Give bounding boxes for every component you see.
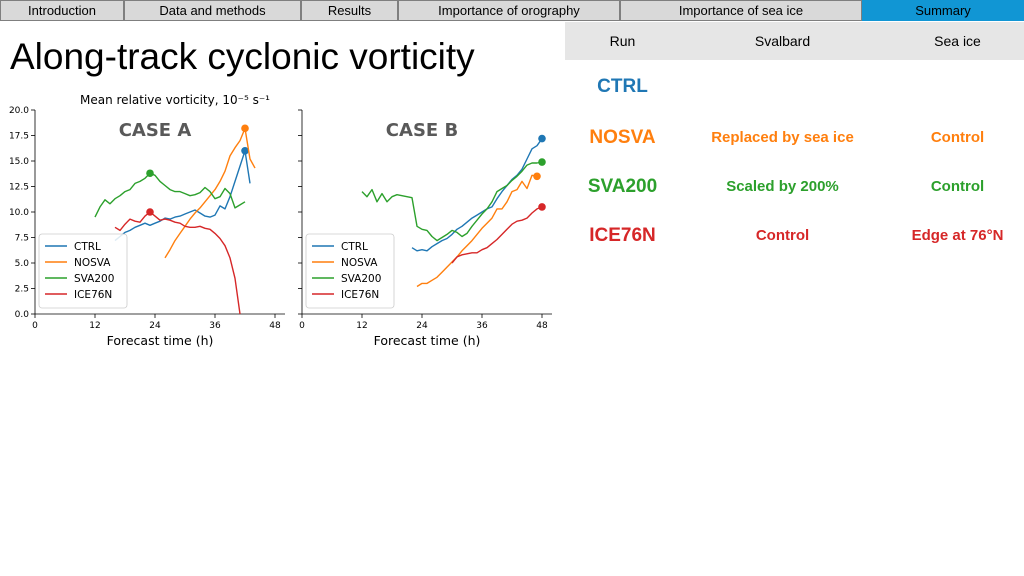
legend-label-sva200: SVA200 — [341, 273, 381, 285]
section-navbar: Introduction Data and methods Results Im… — [0, 0, 1024, 22]
series-line-nosva — [416, 174, 538, 288]
seaice-sva200: Control — [930, 178, 985, 195]
header-run: Run — [609, 33, 636, 49]
tab-importance-of-orography[interactable]: Importance of orography — [398, 0, 620, 21]
x-axis-label: Forecast time (h) — [107, 333, 214, 348]
panel-case-a: 0 12 24 36 48 0.0 2.5 5.0 7.5 10.0 12.5 15.0 17.5 20.… — [9, 106, 285, 348]
y-tick-label: 0.0 — [15, 310, 30, 320]
legend-label-nosva: NOSVA — [74, 257, 111, 269]
y-tick-label: 5.0 — [15, 259, 30, 269]
series-marker-nosva — [533, 172, 541, 181]
series-line-sva200 — [361, 161, 543, 242]
y-tick-label: 20.0 — [9, 106, 29, 116]
series-line-ctrl — [411, 138, 543, 252]
y-tick-label: 10.0 — [9, 208, 29, 218]
panel-case-b: 0 12 24 36 48 Forecast time (h) CASE B CTRL NOSV… — [298, 109, 552, 348]
x-tick-label: 36 — [476, 321, 488, 331]
header-sea-ice: Sea ice — [934, 33, 981, 49]
y-tick-label: 2.5 — [15, 285, 29, 295]
run-ice76n: ICE76N — [589, 225, 656, 246]
svalbard-ice76n: Control — [755, 227, 810, 244]
x-tick-label: 0 — [32, 321, 38, 331]
legend-label-ice76n: ICE76N — [341, 289, 379, 301]
series-line-ice76n — [114, 211, 241, 315]
x-tick-label: 0 — [299, 321, 305, 331]
x-axis-label: Forecast time (h) — [374, 333, 481, 348]
legend-label-ice76n: ICE76N — [74, 289, 112, 301]
tab-summary[interactable]: Summary — [862, 0, 1024, 21]
tab-importance-of-sea-ice[interactable]: Importance of sea ice — [620, 0, 862, 21]
svalbard-nosva: Replaced by sea ice — [711, 129, 854, 146]
vorticity-chart: Mean relative vorticity, 10⁻⁵ s⁻¹ 0 12 24 36… — [9, 93, 552, 348]
chart-suptitle: Mean relative vorticity, 10⁻⁵ s⁻¹ — [80, 93, 270, 107]
tab-results[interactable]: Results — [301, 0, 398, 21]
x-tick-label: 24 — [416, 321, 428, 331]
x-tick-label: 36 — [209, 321, 221, 331]
legend-box — [38, 233, 128, 309]
legend-label-ctrl: CTRL — [341, 241, 368, 253]
series-marker-ctrl — [241, 147, 249, 155]
series-marker-ice76n — [146, 208, 154, 216]
series-marker-sva200 — [538, 158, 546, 166]
series-marker-ice76n — [538, 203, 546, 211]
legend-box — [305, 233, 395, 309]
x-tick-label: 12 — [89, 321, 100, 331]
series-line-ice76n — [451, 206, 543, 264]
seaice-ice76n: Edge at 76°N — [911, 227, 1004, 244]
series-line-sva200 — [94, 172, 246, 218]
run-nosva: NOSVA — [589, 127, 656, 148]
x-tick-label: 24 — [149, 321, 161, 331]
slide-title: Along-track cyclonic vorticity — [10, 36, 475, 77]
seaice-nosva: Control — [930, 129, 985, 146]
x-tick-label: 12 — [356, 321, 367, 331]
y-tick-label: 12.5 — [9, 183, 29, 193]
legend-label-sva200: SVA200 — [74, 273, 114, 285]
y-tick-label: 7.5 — [15, 234, 29, 244]
run-ctrl: CTRL — [597, 76, 648, 97]
svalbard-sva200: Scaled by 200% — [726, 178, 839, 195]
x-tick-label: 48 — [269, 321, 281, 331]
legend-label-ctrl: CTRL — [74, 241, 101, 253]
series-marker-sva200 — [146, 169, 154, 178]
run-sva200: SVA200 — [587, 176, 658, 197]
series-line-nosva — [164, 127, 256, 259]
header-svalbard: Svalbard — [754, 33, 811, 49]
series-line-ctrl — [114, 150, 251, 242]
y-tick-label: 15.0 — [9, 157, 29, 167]
table-header: Run Svalbard Sea ice — [565, 22, 1024, 60]
case-label: CASE B — [386, 120, 458, 141]
tab-data-and-methods[interactable]: Data and methods — [124, 0, 301, 21]
series-marker-ctrl — [538, 134, 546, 143]
case-label: CASE A — [119, 120, 192, 141]
series-marker-nosva — [241, 124, 249, 133]
x-tick-label: 48 — [536, 321, 548, 331]
y-tick-label: 17.5 — [9, 132, 29, 142]
legend-label-nosva: NOSVA — [341, 257, 378, 269]
tab-introduction[interactable]: Introduction — [0, 0, 124, 21]
